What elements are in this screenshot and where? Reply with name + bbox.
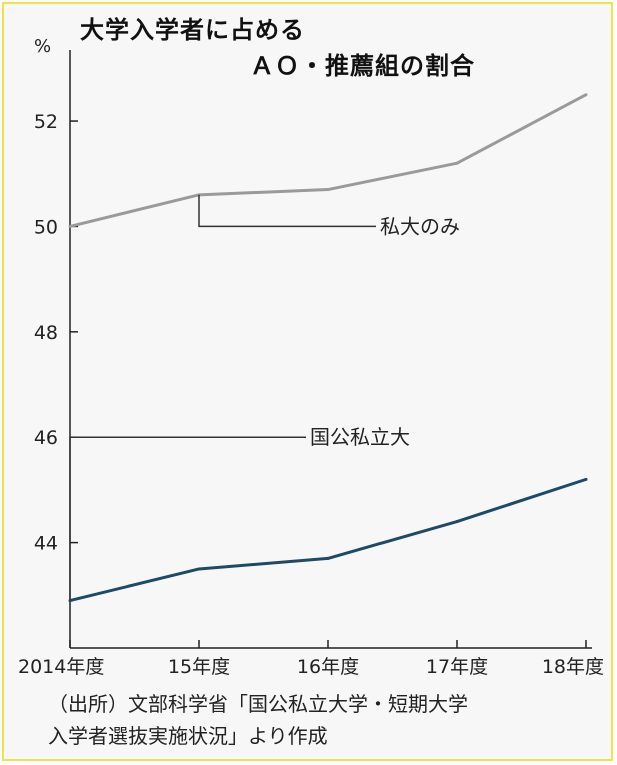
y-tick-label: 50: [34, 216, 58, 238]
callout-line-private: [198, 194, 376, 228]
series-label-all: 国公私立大: [310, 425, 410, 449]
y-tick-label: 46: [34, 427, 58, 449]
x-tick-label: 18年度: [542, 656, 604, 678]
data-point: [326, 188, 330, 192]
source-note-line1: （出所）文部科学省「国公私立大学・短期大学: [48, 692, 468, 716]
data-point: [584, 93, 588, 97]
chart-series: [68, 93, 588, 603]
series-label-private: 私大のみ: [380, 214, 460, 238]
x-tick-label: 17年度: [426, 656, 488, 678]
series-line-0: [69, 93, 587, 228]
y-tick-label: 44: [34, 533, 58, 555]
y-tick-label: 48: [34, 322, 58, 344]
chart-title-line1: 大学入学者に占める: [80, 16, 305, 44]
y-tick-label: 52: [34, 111, 58, 133]
source-note-line2: 入学者選抜実施状況」より作成: [48, 724, 328, 748]
data-point: [68, 224, 72, 228]
x-tick-label: 2014年度: [18, 656, 104, 678]
x-tick-label: 16年度: [297, 656, 359, 678]
data-point: [455, 520, 459, 524]
data-point: [197, 567, 201, 571]
chart-title-line2: ＡＯ・推薦組の割合: [250, 52, 475, 80]
series-line-1: [69, 477, 587, 603]
data-point: [584, 477, 588, 481]
y-unit-label: %: [34, 36, 51, 57]
x-tick-label: 15年度: [168, 656, 230, 678]
data-point: [326, 556, 330, 560]
callout-line-all: [69, 436, 306, 601]
data-point: [455, 161, 459, 165]
